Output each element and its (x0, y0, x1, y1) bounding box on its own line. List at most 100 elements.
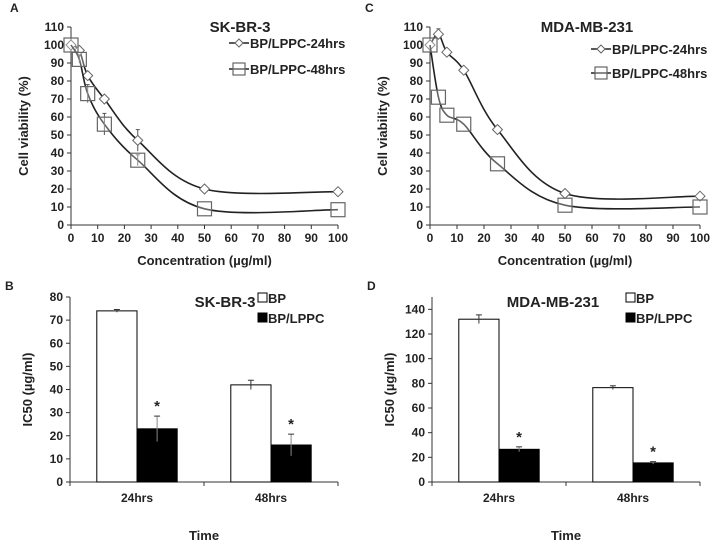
diamond-marker (441, 46, 453, 58)
bar-BP-24hrs (458, 318, 500, 483)
y-tick-label: 80 (51, 74, 65, 88)
x-tick-label: 90 (305, 231, 319, 245)
x-axis-label: Concentration (µg/ml) (137, 253, 272, 268)
square-marker (594, 66, 608, 80)
y-tick-label: 100 (403, 38, 423, 52)
x-tick-label: 40 (531, 231, 545, 245)
diamond-marker (596, 44, 606, 54)
series-line-BP/LPPC-48hrs (429, 44, 701, 210)
y-tick-label: 40 (51, 146, 65, 160)
y-tick-label: 70 (51, 92, 65, 106)
legend-label: BP (636, 291, 654, 306)
x-tick-label: 100 (328, 231, 348, 245)
bar-BP/LPPC-24hrs (498, 448, 540, 483)
square-marker (422, 37, 438, 53)
legend-label: BP/LPPC-48hrs (250, 62, 345, 77)
square-marker (63, 37, 79, 53)
x-tick-label: 20 (118, 231, 132, 245)
x-axis-label: Time (551, 528, 581, 543)
x-tick-label: 60 (225, 231, 239, 245)
y-tick-label: 20 (410, 182, 424, 196)
x-tick-label: 24hrs (121, 491, 153, 505)
y-tick-label: 20 (51, 182, 65, 196)
y-tick-label: 80 (412, 376, 426, 390)
x-tick-label: 0 (68, 231, 75, 245)
square-marker (439, 107, 455, 123)
chart-title: MDA-MB-231 (541, 19, 634, 36)
y-axis-label: Cell viability (%) (16, 76, 31, 176)
chart-title: SK-BR-3 (210, 19, 271, 36)
significance-marker: * (650, 444, 656, 461)
x-tick-label: 30 (144, 231, 158, 245)
y-tick-label: 90 (51, 56, 65, 70)
x-tick-label: 70 (612, 231, 626, 245)
y-tick-label: 0 (56, 475, 63, 489)
legend-swatch (257, 312, 268, 323)
y-tick-label: 50 (410, 128, 424, 142)
square-marker (557, 197, 573, 213)
x-tick-label: 48hrs (255, 491, 287, 505)
x-axis-label: Time (189, 528, 219, 543)
x-tick-label: 30 (504, 231, 518, 245)
x-tick-label: 80 (639, 231, 653, 245)
y-tick-label: 50 (50, 359, 64, 373)
x-tick-label: 20 (477, 231, 491, 245)
panel-C: CMDA-MB-2310102030405060708090100110Cell… (365, 1, 710, 268)
panel-label: C (365, 1, 374, 15)
y-tick-label: 60 (51, 110, 65, 124)
square-marker (330, 202, 346, 218)
square-marker (71, 51, 87, 68)
panel-B: B SK-BR-3 0 10 20 30 40 50 60 70 80 IC50 (µg/ml) Tim… (5, 279, 339, 543)
x-tick-label: 60 (585, 231, 599, 245)
square-marker (692, 199, 708, 215)
x-tick-label: 80 (278, 231, 292, 245)
diamond-marker (559, 187, 571, 200)
y-tick-label: 10 (410, 200, 424, 214)
y-tick-label: 40 (410, 146, 424, 160)
square-marker (80, 85, 96, 102)
y-tick-label: 0 (57, 218, 64, 232)
x-tick-label: 50 (198, 231, 212, 245)
legend-label: BP (268, 291, 286, 306)
bar-BP-24hrs (96, 310, 138, 483)
y-tick-label: 110 (404, 20, 424, 34)
bar-BP-48hrs (592, 387, 634, 483)
y-tick-label: 30 (51, 164, 65, 178)
diamond-marker (332, 185, 344, 198)
legend-swatch (625, 292, 636, 303)
y-tick-label: 40 (50, 383, 64, 397)
y-tick-label: 90 (410, 56, 424, 70)
y-tick-label: 30 (410, 164, 424, 178)
square-marker (489, 156, 506, 172)
panel-label: A (10, 1, 19, 15)
x-tick-label: 10 (91, 231, 105, 245)
y-tick-label: 10 (50, 452, 64, 466)
significance-marker: * (154, 398, 160, 415)
x-tick-label: 40 (171, 231, 185, 245)
legend-swatch (625, 312, 636, 323)
y-tick-label: 110 (45, 20, 65, 34)
x-tick-label: 70 (251, 231, 265, 245)
panel-label: B (5, 279, 14, 293)
legend-swatch (257, 292, 268, 303)
diamond-marker (458, 64, 470, 76)
diamond-marker (234, 38, 244, 48)
diamond-marker (98, 93, 111, 105)
y-tick-label: 20 (412, 450, 426, 464)
y-tick-label: 120 (405, 327, 425, 341)
y-tick-label: 100 (44, 38, 64, 52)
square-marker (96, 116, 112, 132)
square-marker (456, 116, 472, 132)
y-tick-label: 10 (51, 200, 65, 214)
square-marker (196, 201, 213, 217)
legend-label: BP/LPPC (268, 311, 325, 326)
y-axis-label: IC50 (µg/ml) (382, 353, 397, 427)
x-tick-label: 24hrs (483, 491, 515, 505)
x-tick-label: 0 (427, 231, 434, 245)
legend-label: BP/LPPC-24hrs (612, 42, 707, 57)
y-tick-label: 60 (50, 336, 64, 350)
diamond-marker (491, 123, 504, 136)
y-tick-label: 80 (410, 74, 424, 88)
x-tick-label: 50 (558, 231, 572, 245)
